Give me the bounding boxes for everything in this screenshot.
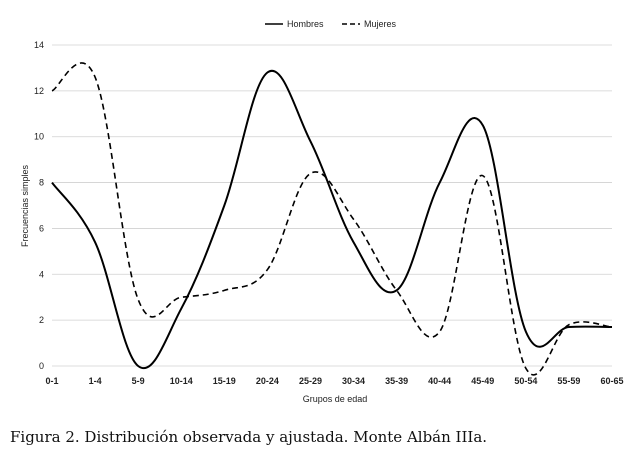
x-tick-label: 15-19 (213, 376, 236, 386)
legend-label-hombres: Hombres (287, 19, 324, 29)
x-tick-label: 50-54 (514, 376, 537, 386)
x-tick-label: 60-65 (600, 376, 623, 386)
series-layer (51, 62, 613, 376)
x-tick-label: 1-4 (89, 376, 102, 386)
x-tick-label: 30-34 (342, 376, 365, 386)
y-tick-label: 4 (39, 269, 44, 279)
y-tick-label: 12 (34, 86, 44, 96)
figure-caption: Figura 2. Distribución observada y ajust… (10, 428, 488, 446)
line-chart: 0 2 4 6 8 10 12 14 0-1 1-4 5-9 10-14 15-19 20-24 25-2… (20, 19, 624, 404)
y-tick-label: 14 (34, 40, 44, 50)
y-tick-label: 8 (39, 178, 44, 188)
y-axis-ticks: 0 2 4 6 8 10 12 14 (34, 40, 44, 371)
y-tick-label: 0 (39, 361, 44, 371)
x-axis-label: Grupos de edad (303, 394, 368, 404)
series-line-mujeres (51, 62, 613, 376)
x-tick-label: 40-44 (428, 376, 451, 386)
x-tick-label: 5-9 (132, 376, 145, 386)
x-tick-label: 55-59 (557, 376, 580, 386)
y-tick-label: 10 (34, 132, 44, 142)
x-tick-label: 35-39 (385, 376, 408, 386)
x-tick-label: 45-49 (471, 376, 494, 386)
x-tick-label: 10-14 (170, 376, 193, 386)
y-axis-label: Frecuencias simples (20, 164, 30, 247)
y-tick-label: 2 (39, 315, 44, 325)
legend: Hombres Mujeres (265, 19, 397, 29)
x-axis-ticks: 0-1 1-4 5-9 10-14 15-19 20-24 25-29 30-34 35-39 4… (45, 376, 623, 386)
x-tick-label: 0-1 (45, 376, 58, 386)
grid (52, 44, 612, 367)
series-line-hombres (51, 69, 613, 370)
y-tick-label: 6 (39, 223, 44, 233)
x-tick-label: 25-29 (299, 376, 322, 386)
legend-label-mujeres: Mujeres (364, 19, 397, 29)
x-tick-label: 20-24 (256, 376, 279, 386)
